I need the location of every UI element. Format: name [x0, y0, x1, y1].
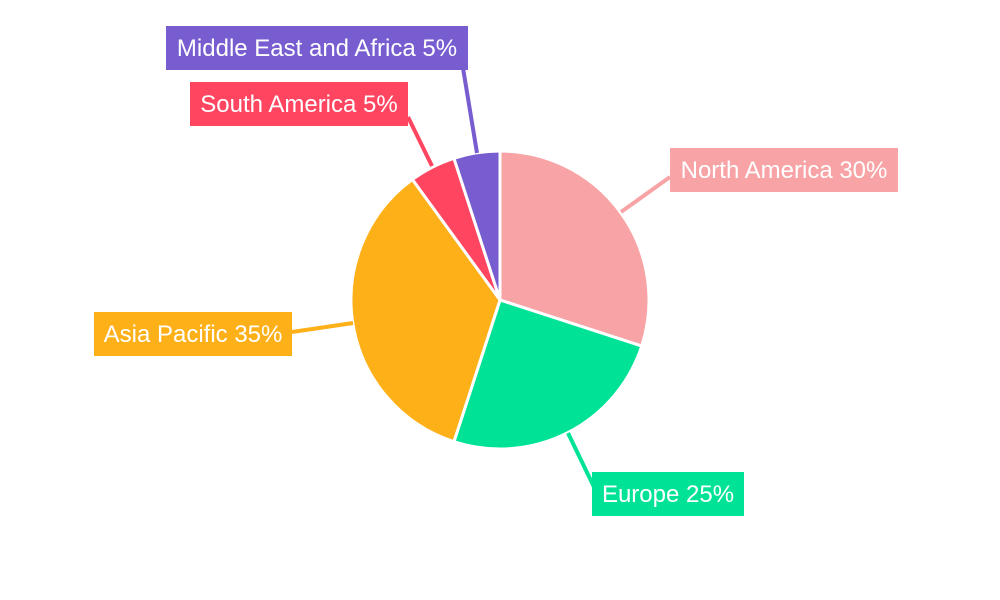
label-box-north-america: [670, 148, 898, 192]
leader-line-europe: [566, 432, 596, 488]
label-box-asia-pacific: [94, 312, 292, 356]
leader-line-north-america: [619, 175, 672, 214]
label-box-europe: [592, 472, 744, 516]
data-label-middle-east-and-africa: Middle East and Africa 5%: [177, 35, 457, 62]
pie-slice-europe[interactable]: [452, 298, 644, 451]
data-label-south-america: South America 5%: [200, 91, 397, 118]
leader-line-asia-pacific: [291, 321, 354, 334]
label-box-middle-east-and-africa: [166, 26, 468, 70]
pie-slice-north-america[interactable]: [498, 149, 651, 348]
data-label-europe: Europe 25%: [602, 481, 734, 508]
leader-line-south-america: [406, 116, 434, 167]
label-box-south-america: [190, 82, 408, 126]
data-label-asia-pacific: Asia Pacific 35%: [104, 321, 283, 348]
leader-line-middle-east-and-africa: [461, 67, 479, 154]
data-label-north-america: North America 30%: [681, 157, 888, 184]
